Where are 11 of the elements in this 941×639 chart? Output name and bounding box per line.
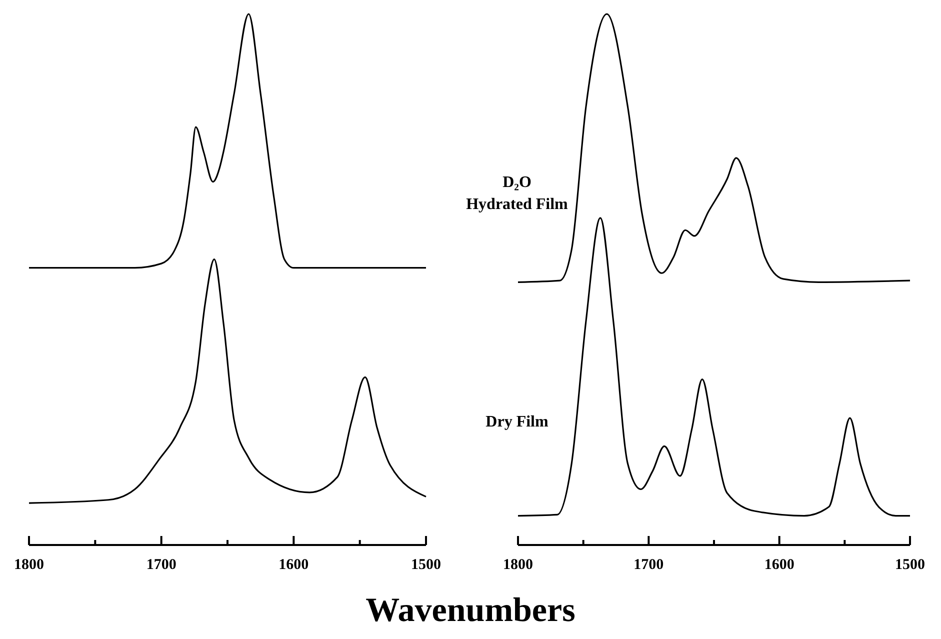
annotation: Dry Film [486, 414, 549, 431]
x-tick-label: 1700 [146, 557, 176, 573]
x-tick-label: 1500 [411, 557, 441, 573]
x-tick-label: 1600 [764, 557, 794, 573]
x-tick-label: 1600 [278, 557, 309, 573]
annotation: D₂O Hydrated Film [466, 174, 569, 213]
x-tick-label: 1700 [634, 557, 664, 573]
x-tick-label: 1800 [503, 557, 533, 573]
x-tick-label: 1500 [895, 557, 925, 573]
x-axis-title: Wavenumbers [366, 592, 576, 629]
x-tick-label: 1800 [14, 557, 44, 573]
